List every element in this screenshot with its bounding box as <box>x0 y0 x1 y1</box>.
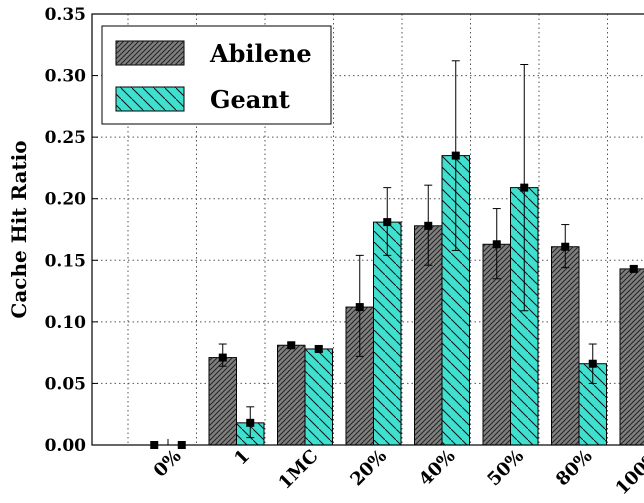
error-bar-geant-1 <box>246 406 255 439</box>
mean-marker <box>451 151 460 160</box>
error-bar-geant-4 <box>451 60 460 251</box>
bar-abilene-6 <box>551 246 580 446</box>
mean-marker <box>492 240 501 249</box>
x-tick-label: 50% <box>483 446 528 491</box>
bar-abilene-7 <box>619 268 644 446</box>
y-tick-label: 0.25 <box>45 128 86 148</box>
x-tick-label: 20% <box>346 446 391 491</box>
bar-geant-6 <box>578 363 607 446</box>
legend-item-abilene: Abilene <box>115 39 312 68</box>
bar-abilene-2 <box>277 344 306 446</box>
y-tick-label: 0.35 <box>45 5 86 25</box>
x-tick-label: 100% <box>612 446 644 500</box>
error-bar-geant-2 <box>314 344 323 353</box>
bar-geant-2 <box>304 348 333 446</box>
x-tick-label: 1 <box>230 446 254 470</box>
y-tick-label: 0.10 <box>45 313 87 333</box>
y-tick-label: 0.30 <box>45 67 87 87</box>
mean-marker <box>629 264 638 273</box>
error-bar-abilene-5 <box>492 208 501 280</box>
mean-marker <box>218 353 227 362</box>
error-bar-abilene-3 <box>355 254 364 357</box>
mean-marker <box>287 341 296 350</box>
mean-marker <box>314 344 323 353</box>
y-tick-label: 0.20 <box>45 190 87 210</box>
bar-abilene-3 <box>345 306 374 446</box>
error-bar-abilene-7 <box>629 264 638 273</box>
error-bars <box>150 60 638 449</box>
mean-marker <box>520 183 529 192</box>
error-bar-abilene-6 <box>561 224 570 269</box>
x-tick-label: 1MC <box>275 446 323 494</box>
y-tick-label: 0.05 <box>45 374 86 394</box>
x-tick-label: 80% <box>552 446 597 491</box>
bar-geant-3 <box>373 221 402 446</box>
y-axis-label: Cache Hit Ratio <box>7 140 31 318</box>
mean-marker <box>424 221 433 230</box>
error-bar-geant-5 <box>520 63 529 312</box>
x-tick-label: 0% <box>150 446 186 482</box>
error-bar-abilene-1 <box>218 343 227 367</box>
mean-marker <box>561 242 570 251</box>
y-axis-ticks: 0.00 0.05 0.10 0.15 0.20 0.25 0.30 0.35 <box>45 5 98 456</box>
y-tick-label: 0.15 <box>45 251 86 271</box>
legend-label: Abilene <box>209 39 312 68</box>
x-tick-label: 40% <box>415 446 460 491</box>
legend-label: Geant <box>210 85 290 114</box>
error-bar-abilene-4 <box>424 184 433 266</box>
legend-item-geant: Geant <box>115 85 290 114</box>
error-bar-abilene-2 <box>287 341 296 350</box>
error-bar-geant-3 <box>383 187 392 256</box>
mean-marker <box>355 303 364 312</box>
bar-abilene-1 <box>208 357 237 446</box>
mean-marker <box>383 218 392 227</box>
y-tick-label: 0.00 <box>45 436 87 456</box>
x-axis-ticks: 0% 1 1MC 20% 40% 50% 80% 100% <box>150 439 644 499</box>
plot-frame <box>91 13 644 446</box>
mean-marker <box>588 359 597 368</box>
error-bar-geant-6 <box>588 343 597 384</box>
legend: Abilene Geant <box>101 25 332 125</box>
mean-marker <box>246 418 255 427</box>
